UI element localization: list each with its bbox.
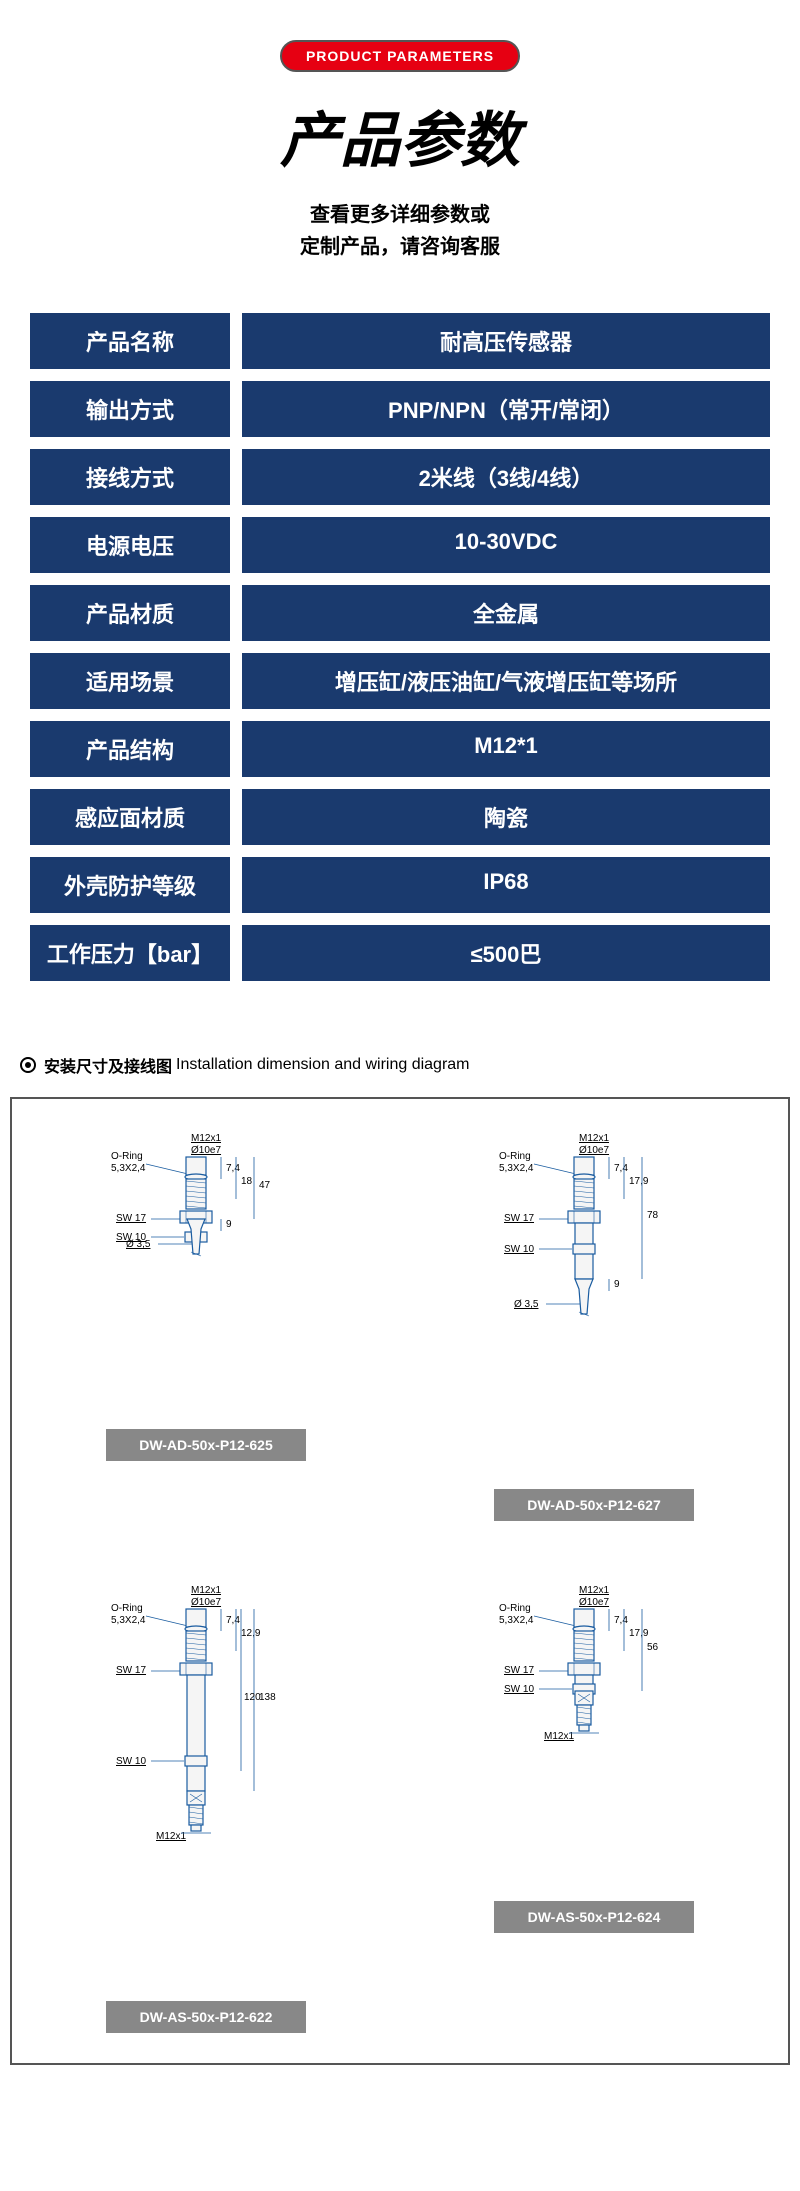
svg-text:SW 17: SW 17 (504, 1665, 534, 1676)
svg-text:O-Ring: O-Ring (111, 1151, 143, 1162)
svg-text:5,3X2,4: 5,3X2,4 (499, 1615, 534, 1626)
bullet-icon (20, 1057, 36, 1073)
svg-text:M12x1: M12x1 (191, 1585, 221, 1596)
sensor-diagram: O-Ring5,3X2,4 SW 17 M12x1Ø10e7 SW 10 7,417,9… (484, 1129, 704, 1469)
diagram-cell: O-Ring5,3X2,4 SW 17 M12x1Ø10e7 SW 10 7,417,9… (420, 1129, 768, 1521)
param-value: ≤500巴 (242, 925, 770, 981)
param-row: 感应面材质陶瓷 (30, 789, 770, 845)
diagram-label: DW-AD-50x-P12-625 (106, 1429, 306, 1461)
param-label: 电源电压 (30, 517, 230, 573)
param-value: 全金属 (242, 585, 770, 641)
diagram-header: 安装尺寸及接线图 Installation dimension and wiri… (10, 1043, 790, 1097)
param-row: 电源电压10-30VDC (30, 517, 770, 573)
diagram-label: DW-AS-50x-P12-624 (494, 1901, 694, 1933)
svg-text:5,3X2,4: 5,3X2,4 (111, 1163, 146, 1174)
diagram-title-en: Installation dimension and wiring diagra… (176, 1056, 470, 1074)
svg-text:9: 9 (614, 1279, 620, 1290)
svg-text:O-Ring: O-Ring (111, 1603, 143, 1614)
svg-text:O-Ring: O-Ring (499, 1603, 531, 1614)
param-label: 接线方式 (30, 449, 230, 505)
svg-text:47: 47 (259, 1180, 271, 1191)
param-row: 产品结构M12*1 (30, 721, 770, 777)
param-row: 工作压力【bar】≤500巴 (30, 925, 770, 981)
param-label: 产品材质 (30, 585, 230, 641)
param-label: 感应面材质 (30, 789, 230, 845)
param-row: 适用场景增压缸/液压油缸/气液增压缸等场所 (30, 653, 770, 709)
svg-text:12,9: 12,9 (241, 1628, 261, 1639)
svg-text:SW 17: SW 17 (116, 1213, 146, 1224)
param-value: 2米线（3线/4线） (242, 449, 770, 505)
svg-text:17,9: 17,9 (629, 1628, 649, 1639)
param-row: 外壳防护等级IP68 (30, 857, 770, 913)
svg-text:Ø 3,5: Ø 3,5 (514, 1299, 539, 1310)
diagram-label: DW-AD-50x-P12-627 (494, 1489, 694, 1521)
diagram-cell: O-Ring5,3X2,4 SW 17 M12x1Ø10e7 SW 10 7,417,9… (420, 1581, 768, 2033)
svg-text:SW 10: SW 10 (504, 1684, 534, 1695)
diagram-label: DW-AS-50x-P12-622 (106, 2001, 306, 2033)
svg-text:5,3X2,4: 5,3X2,4 (111, 1615, 146, 1626)
param-label: 工作压力【bar】 (30, 925, 230, 981)
svg-text:SW 17: SW 17 (116, 1665, 146, 1676)
svg-text:Ø10e7: Ø10e7 (579, 1145, 609, 1156)
param-label: 外壳防护等级 (30, 857, 230, 913)
param-row: 产品名称耐高压传感器 (30, 313, 770, 369)
param-label: 输出方式 (30, 381, 230, 437)
param-value: IP68 (242, 857, 770, 913)
sensor-diagram: O-Ring5,3X2,4 SW 17 M12x1Ø10e7 SW 10 7,417,9… (484, 1581, 704, 1881)
sensor-diagram: O-Ring5,3X2,4SW 17M12x1Ø10e7SW 107,41847… (96, 1129, 316, 1409)
svg-text:56: 56 (647, 1642, 659, 1653)
param-label: 产品结构 (30, 721, 230, 777)
svg-text:M12x1: M12x1 (191, 1133, 221, 1144)
svg-text:Ø 3,5: Ø 3,5 (126, 1239, 151, 1250)
param-label: 产品名称 (30, 313, 230, 369)
diagram-cell: O-Ring5,3X2,4SW 17M12x1Ø10e7SW 107,41847… (32, 1129, 380, 1521)
param-label: 适用场景 (30, 653, 230, 709)
param-value: 10-30VDC (242, 517, 770, 573)
param-value: 耐高压传感器 (242, 313, 770, 369)
param-row: 产品材质全金属 (30, 585, 770, 641)
subtitle-line1: 查看更多详细参数或 (20, 199, 780, 231)
diagram-grid: O-Ring5,3X2,4SW 17M12x1Ø10e7SW 107,41847… (10, 1097, 790, 2065)
svg-text:Ø10e7: Ø10e7 (191, 1145, 221, 1156)
page-title: 产品参数 (20, 92, 780, 179)
param-value: M12*1 (242, 721, 770, 777)
svg-text:Ø10e7: Ø10e7 (579, 1597, 609, 1608)
svg-text:18: 18 (241, 1176, 253, 1187)
header-section: PRODUCT PARAMETERS 产品参数 查看更多详细参数或 定制产品，请… (0, 0, 800, 313)
parameter-table: 产品名称耐高压传感器输出方式PNP/NPN（常开/常闭）接线方式2米线（3线/4… (0, 313, 800, 1023)
svg-text:SW 17: SW 17 (504, 1213, 534, 1224)
svg-text:O-Ring: O-Ring (499, 1151, 531, 1162)
diagram-cell: O-Ring5,3X2,4 SW 17 M12x1Ø10e7 SW 10 7,412,9… (32, 1581, 380, 2033)
svg-text:7,4: 7,4 (614, 1615, 628, 1626)
svg-text:120: 120 (244, 1692, 261, 1703)
svg-text:138: 138 (259, 1692, 276, 1703)
svg-text:7,4: 7,4 (226, 1615, 240, 1626)
subtitle-line2: 定制产品，请咨询客服 (20, 231, 780, 263)
param-row: 输出方式PNP/NPN（常开/常闭） (30, 381, 770, 437)
svg-text:7,4: 7,4 (226, 1163, 240, 1174)
param-row: 接线方式2米线（3线/4线） (30, 449, 770, 505)
param-value: 增压缸/液压油缸/气液增压缸等场所 (242, 653, 770, 709)
svg-text:M12x1: M12x1 (579, 1585, 609, 1596)
subtitle: 查看更多详细参数或 定制产品，请咨询客服 (20, 199, 780, 263)
svg-text:9: 9 (226, 1219, 232, 1230)
param-value: PNP/NPN（常开/常闭） (242, 381, 770, 437)
product-badge: PRODUCT PARAMETERS (280, 40, 520, 72)
svg-text:5,3X2,4: 5,3X2,4 (499, 1163, 534, 1174)
svg-text:M12x1: M12x1 (579, 1133, 609, 1144)
svg-text:78: 78 (647, 1210, 659, 1221)
sensor-diagram: O-Ring5,3X2,4 SW 17 M12x1Ø10e7 SW 10 7,412,9… (96, 1581, 316, 1981)
svg-text:SW 10: SW 10 (116, 1756, 146, 1767)
diagram-section: 安装尺寸及接线图 Installation dimension and wiri… (0, 1023, 800, 2085)
svg-text:17,9: 17,9 (629, 1176, 649, 1187)
svg-text:Ø10e7: Ø10e7 (191, 1597, 221, 1608)
svg-text:SW 10: SW 10 (504, 1244, 534, 1255)
svg-text:7,4: 7,4 (614, 1163, 628, 1174)
diagram-title-cn: 安装尺寸及接线图 (44, 1053, 172, 1077)
param-value: 陶瓷 (242, 789, 770, 845)
